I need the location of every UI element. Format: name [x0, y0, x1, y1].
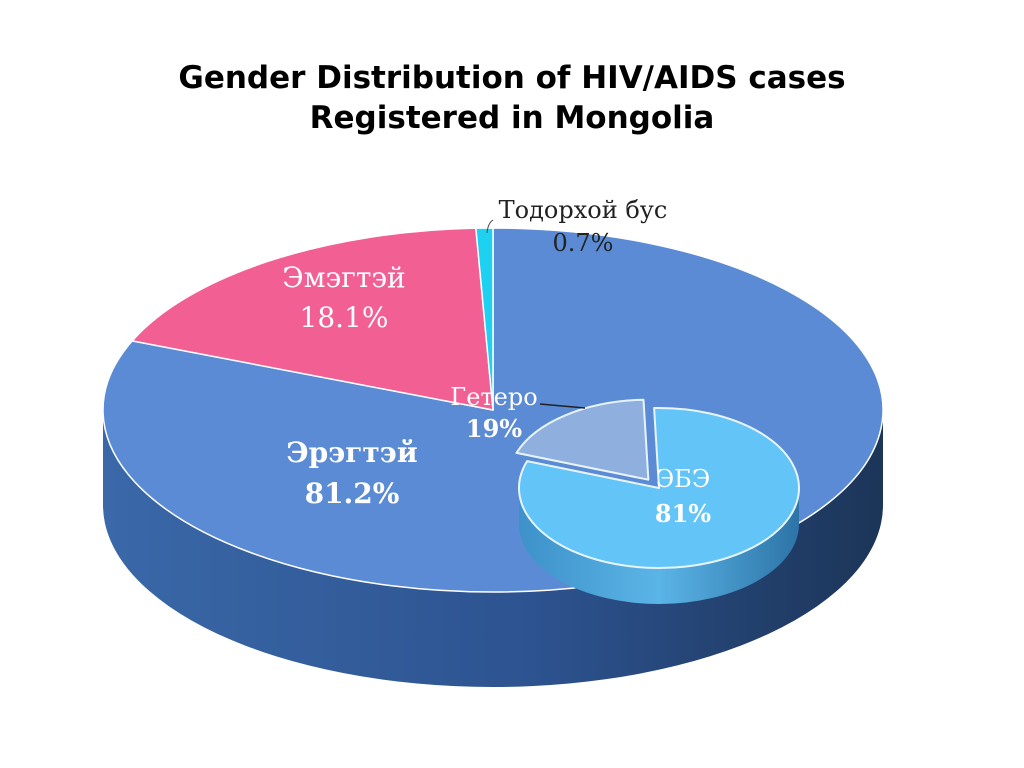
- inset-slice-1: [517, 407, 800, 569]
- inset-pie: [515, 398, 800, 604]
- inset-pie-slices: [515, 398, 800, 569]
- label-undetermined-name: Тодорхой бус: [499, 196, 668, 224]
- inset-pie-side-wall: [519, 488, 799, 604]
- label-hetero-value: 19%: [466, 414, 522, 443]
- label-ebe-name: ЭБЭ: [656, 465, 710, 493]
- leader-line-undetermined: [486, 219, 494, 234]
- label-male-name: Эрэгтэй: [286, 436, 417, 469]
- chart-title-line2: Registered in Mongolia: [309, 100, 715, 136]
- chart-title-line1: Gender Distribution of HIV/AIDS cases: [178, 60, 846, 96]
- label-male-value: 81.2%: [305, 477, 400, 510]
- inset-slice-0: [515, 398, 650, 481]
- label-undetermined-value: 0.7%: [553, 229, 614, 257]
- leader-line-hetero: [539, 403, 586, 409]
- label-ebe-value: 81%: [655, 499, 711, 528]
- label-female-value: 18.1%: [300, 301, 389, 334]
- main-slice-1: [131, 227, 494, 411]
- label-female-name: Эмэгтэй: [282, 261, 405, 294]
- label-hetero-name: Гетеро: [450, 383, 537, 411]
- chart-title: Gender Distribution of HIV/AIDS cases Re…: [0, 58, 1024, 138]
- main-slice-2: [475, 227, 494, 411]
- main-pie-side-wall: [103, 410, 883, 687]
